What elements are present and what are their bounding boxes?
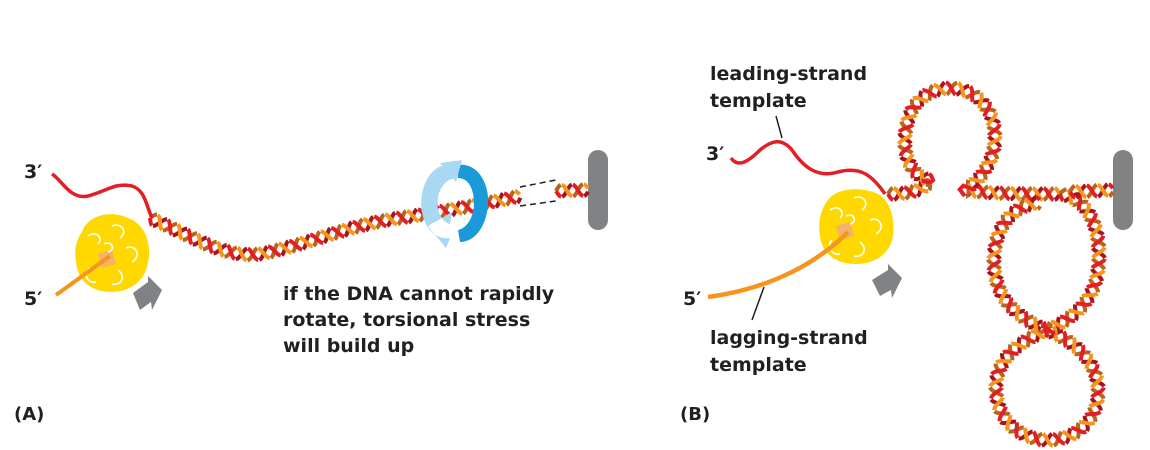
helix-front-red-strand [1068, 182, 1115, 200]
caption-line-2: rotate, torsional stress [283, 309, 530, 331]
helix-b-lower-loops [994, 194, 1099, 440]
helix-a-end-strands [554, 182, 590, 199]
polymerase-blob-b [819, 189, 894, 264]
helix-a-end [556, 190, 588, 191]
anchor-bar-b [1113, 150, 1133, 230]
gray-arrow-icon-a [133, 276, 162, 310]
five-prime-strand-a [54, 254, 112, 297]
helix-front-orange-strand [561, 182, 590, 199]
helix-front-red-strand [986, 193, 1107, 448]
lagging-label-leader [751, 286, 765, 321]
helix-b-right-strands [1068, 182, 1115, 200]
helix-front-red-strand [886, 80, 1055, 202]
leading-label-line-1: leading-strand [710, 63, 867, 85]
three-prime-strand-a [50, 172, 154, 219]
caption-line-1: if the DNA cannot rapidly [283, 283, 555, 305]
rotation-arrow-icon [421, 160, 489, 248]
helix-front-orange-strand [986, 188, 1107, 448]
helix-front-red-strand [148, 191, 517, 262]
five-prime-label-b: 5′ [683, 288, 701, 310]
helix-front-orange-strand [156, 189, 522, 263]
helix-front-red-strand [554, 182, 585, 199]
caption-line-3: will build up [283, 335, 414, 357]
three-prime-strand-b [729, 140, 887, 195]
leading-label-leader [775, 115, 783, 139]
three-prime-label-a: 3′ [24, 161, 42, 183]
helix-b-top-loop-strands [886, 80, 1062, 202]
five-prime-label-a: 5′ [24, 288, 42, 310]
dashed-line-bottom [519, 200, 557, 207]
helix-a-main-strands [148, 189, 523, 263]
panel-b-label: (B) [680, 404, 710, 425]
panel-b: leading-strand template 3′ 5′ lagging-st… [680, 63, 1133, 448]
helix-front-orange-strand [1074, 182, 1110, 200]
helix-b-lower-loops-strands [986, 187, 1107, 448]
panel-a: 3′ 5′ if the DNA cannot rapidly rotate, … [14, 150, 608, 425]
leading-label-line-2: template [710, 90, 807, 112]
dashed-line-top [519, 179, 557, 188]
panel-a-label: (A) [14, 404, 44, 425]
three-prime-label-b: 3′ [706, 143, 724, 165]
lagging-label-line-1: lagging-strand [710, 327, 868, 349]
anchor-bar-a [588, 150, 608, 230]
lagging-label-line-2: template [710, 354, 807, 376]
polymerase-blob-a [75, 214, 150, 292]
five-prime-strand-b [707, 230, 850, 300]
gray-arrow-icon-b [872, 264, 902, 298]
helix-front-orange-strand [893, 81, 1062, 202]
